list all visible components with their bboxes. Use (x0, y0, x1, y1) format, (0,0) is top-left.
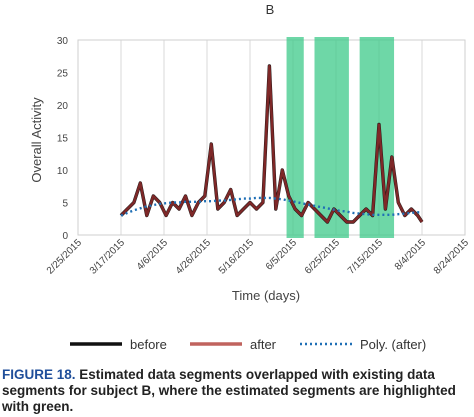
x-axis: 2/25/2015 3/17/2015 4/6/2015 4/26/2015 5/16/… (45, 237, 472, 277)
x-tick-label: 7/15/2015 (346, 237, 386, 277)
figure-caption: FIGURE 18. Estimated data segments overl… (2, 367, 472, 415)
chart-title: B (266, 2, 275, 17)
y-axis-label: Overall Activity (29, 97, 44, 183)
y-tick-label: 0 (62, 231, 68, 242)
caption-text: Estimated data segments overlapped with … (2, 367, 456, 414)
highlight-segment (286, 37, 304, 238)
activity-chart: B 0 5 10 15 20 25 30 2/25/2015 3/17/2015 4/6/201… (29, 2, 472, 352)
y-axis: 0 5 10 15 20 25 30 (57, 36, 69, 242)
plot-frame (77, 39, 466, 236)
y-tick-label: 15 (57, 134, 69, 145)
x-tick-label: 4/26/2015 (174, 237, 214, 277)
x-tick-label: 8/24/2015 (432, 237, 472, 277)
legend: before after Poly. (after) (70, 337, 426, 352)
y-tick-label: 10 (57, 166, 69, 177)
x-tick-label: 2/25/2015 (45, 237, 85, 277)
x-tick-label: 4/6/2015 (135, 237, 171, 273)
legend-label: after (250, 337, 277, 352)
x-tick-label: 6/5/2015 (264, 237, 300, 273)
legend-label: Poly. (after) (360, 337, 426, 352)
caption-label: FIGURE 18. (2, 367, 76, 382)
y-tick-label: 30 (57, 36, 69, 47)
x-tick-label: 6/25/2015 (303, 237, 343, 277)
series-line-poly-after (120, 196, 422, 217)
y-tick-label: 25 (57, 69, 69, 80)
series-line-after (120, 64, 424, 224)
y-tick-label: 5 (62, 199, 68, 210)
x-axis-label: Time (days) (232, 288, 300, 303)
x-tick-label: 5/16/2015 (217, 237, 257, 277)
legend-label: before (130, 337, 167, 352)
series-lines (119, 64, 424, 224)
x-tick-label: 8/4/2015 (393, 237, 429, 273)
y-tick-label: 20 (57, 101, 69, 112)
highlight-segment (314, 37, 349, 238)
x-tick-label: 3/17/2015 (88, 237, 128, 277)
